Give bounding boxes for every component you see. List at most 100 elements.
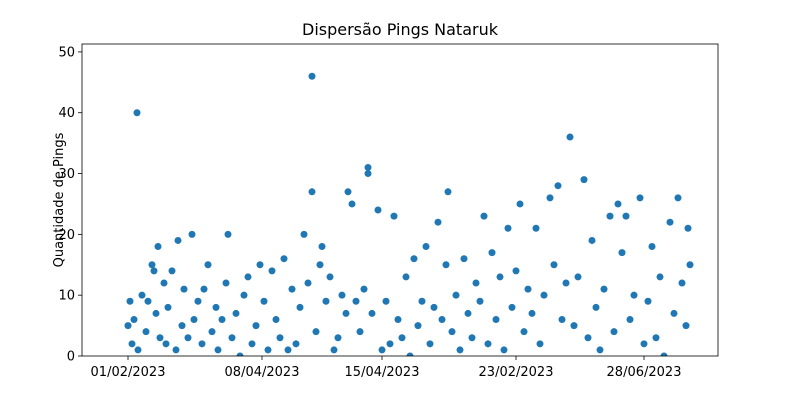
x-tick-label: 01/02/2023 <box>91 365 166 380</box>
point <box>666 218 674 226</box>
point <box>442 261 450 269</box>
point <box>198 340 206 348</box>
point <box>162 340 170 348</box>
point <box>218 316 226 324</box>
point <box>558 316 566 324</box>
point <box>174 236 182 244</box>
point <box>402 273 410 281</box>
point <box>448 328 456 336</box>
point <box>610 328 618 336</box>
point <box>648 243 656 251</box>
point <box>348 200 356 208</box>
point <box>280 255 288 263</box>
point <box>596 346 604 354</box>
point <box>528 309 536 317</box>
point <box>550 261 558 269</box>
point <box>208 328 216 336</box>
point <box>484 340 492 348</box>
point <box>656 273 664 281</box>
point <box>364 170 372 178</box>
point <box>338 291 346 299</box>
y-tick-label: 50 <box>58 45 75 60</box>
point <box>574 273 582 281</box>
chart-title: Dispersão Pings Nataruk <box>302 20 499 39</box>
point <box>128 340 136 348</box>
point <box>524 285 532 293</box>
point <box>326 273 334 281</box>
point <box>386 340 394 348</box>
point <box>644 297 652 305</box>
y-tick-label: 10 <box>58 289 75 304</box>
point <box>382 297 390 305</box>
point <box>398 334 406 342</box>
point <box>148 261 156 269</box>
point <box>460 255 468 263</box>
y-axis-label: Quantidade de Pings <box>52 132 67 267</box>
point <box>584 334 592 342</box>
point <box>268 267 276 275</box>
point <box>414 322 422 330</box>
point <box>212 303 220 311</box>
point <box>126 297 134 305</box>
point <box>426 340 434 348</box>
point <box>308 72 316 80</box>
point <box>500 346 508 354</box>
x-tick-label: 23/02/2023 <box>479 365 554 380</box>
point <box>150 267 158 275</box>
point <box>670 309 678 317</box>
point <box>566 133 574 141</box>
point <box>678 279 686 287</box>
point <box>504 224 512 232</box>
y-tick-label: 40 <box>58 106 75 121</box>
point <box>144 297 152 305</box>
point <box>308 188 316 196</box>
point <box>172 346 180 354</box>
point <box>444 188 452 196</box>
point <box>592 303 600 311</box>
x-tick-label: 08/04/2023 <box>225 365 300 380</box>
y-tick-label: 0 <box>67 350 75 365</box>
point <box>390 212 398 220</box>
point <box>508 303 516 311</box>
y-tick-label: 20 <box>58 228 75 243</box>
point <box>394 316 402 324</box>
point <box>468 334 476 342</box>
point <box>222 279 230 287</box>
point <box>318 243 326 251</box>
point <box>640 340 648 348</box>
point <box>406 352 414 356</box>
point <box>252 322 260 330</box>
point <box>300 230 308 238</box>
point <box>368 309 376 317</box>
point <box>292 340 300 348</box>
point <box>244 273 252 281</box>
point <box>512 267 520 275</box>
point <box>190 316 198 324</box>
point <box>614 200 622 208</box>
point <box>580 176 588 184</box>
point <box>296 303 304 311</box>
point <box>434 218 442 226</box>
point <box>682 322 690 330</box>
point <box>674 194 682 202</box>
point <box>356 328 364 336</box>
point <box>180 285 188 293</box>
point <box>152 309 160 317</box>
point <box>630 291 638 299</box>
point <box>276 334 284 342</box>
point <box>194 297 202 305</box>
point <box>344 188 352 196</box>
point <box>536 340 544 348</box>
point <box>520 328 528 336</box>
point <box>200 285 208 293</box>
point <box>516 200 524 208</box>
point <box>342 309 350 317</box>
point <box>472 279 480 287</box>
point <box>228 334 236 342</box>
point <box>562 279 570 287</box>
point <box>130 316 138 324</box>
point <box>124 322 132 330</box>
point <box>352 297 360 305</box>
point <box>334 334 342 342</box>
points <box>124 72 694 356</box>
